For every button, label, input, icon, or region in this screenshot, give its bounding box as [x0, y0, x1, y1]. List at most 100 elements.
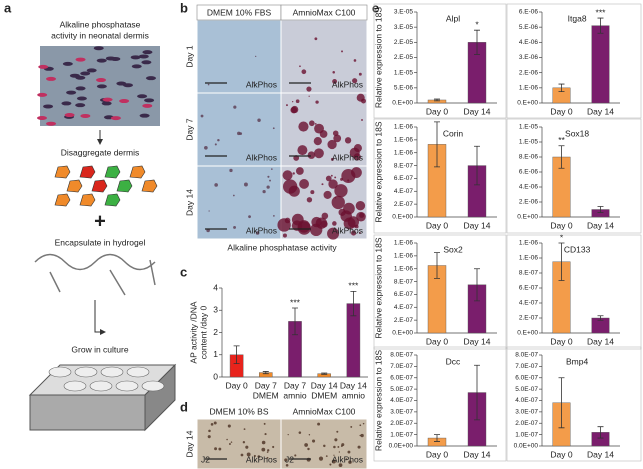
spot: [299, 179, 310, 189]
well: [63, 380, 87, 392]
y-tick-label: 6.E-07: [394, 291, 414, 298]
cell: [96, 78, 107, 83]
y-tick-label: 0.E+00: [517, 100, 538, 107]
error-bar: [434, 252, 440, 279]
y-tick-label: 6.E-07: [519, 285, 539, 292]
spot: [294, 454, 297, 457]
spot: [257, 455, 261, 458]
y-tick-label: 4.E-06: [519, 39, 539, 46]
y-tick-label: 1.E-05: [519, 139, 539, 146]
y-tick-label: 2.E-05: [394, 39, 414, 46]
y-tick-label: 7.0E-07: [390, 363, 413, 370]
x-tick-label: Day 0: [225, 380, 247, 390]
y-tick-label: 5.E-06: [519, 24, 539, 31]
x-tick-label: Day 14: [587, 106, 614, 116]
spot: [284, 458, 288, 462]
stain-label: AlkPhos: [332, 152, 363, 162]
spot: [242, 441, 246, 444]
y-tick-label: 4.E-07: [394, 188, 414, 195]
well: [89, 380, 113, 392]
spot: [210, 423, 214, 426]
y-tick-label: 0.0E+00: [514, 443, 539, 450]
cell: [137, 94, 148, 99]
y-tick-label: 6.0E-07: [515, 374, 538, 381]
spot: [347, 450, 351, 454]
spot: [321, 183, 324, 186]
y-tick-label: 5.E-06: [394, 85, 414, 92]
error-bar: [434, 121, 440, 168]
cell: [46, 76, 57, 81]
micrograph: [196, 19, 282, 94]
y-tick-label: 2.0E-07: [515, 420, 538, 427]
spot: [340, 177, 344, 181]
column-header: AmnioMax C100: [293, 406, 356, 416]
spot: [306, 457, 311, 462]
cell: [62, 61, 73, 66]
micrograph: [196, 92, 282, 167]
stain-label: AlkPhos: [332, 79, 363, 89]
spot: [337, 446, 340, 448]
error-bar: [558, 242, 565, 281]
spot: [298, 431, 302, 434]
spot: [299, 65, 301, 68]
y-tick-label: 4: [213, 282, 218, 292]
spot: [358, 231, 361, 234]
cell: [66, 90, 77, 95]
stain-label: AlkPhos: [332, 225, 363, 235]
spot: [272, 445, 275, 449]
y-tick-label: 2.0E-07: [390, 420, 413, 427]
cell: [101, 101, 112, 106]
micrograph-cells: [37, 46, 156, 126]
error-bar: [474, 29, 480, 55]
cell: [37, 115, 48, 120]
significance: **: [558, 135, 565, 145]
cell: [46, 121, 57, 126]
spot: [263, 422, 266, 425]
y-tick-label: 1.E-06: [394, 253, 414, 260]
spot: [245, 445, 249, 449]
chart-title: Sox2: [443, 244, 463, 254]
y-tick-label: 2.E-06: [519, 69, 539, 76]
x-tick-label: amnio: [283, 390, 306, 400]
chart-title: Itga8: [568, 13, 587, 23]
spot: [267, 449, 270, 452]
row-label: Day 14: [184, 189, 194, 216]
spot: [306, 197, 313, 203]
spot: [266, 451, 269, 453]
spot: [208, 429, 211, 433]
x-tick-label: DMEM: [311, 390, 337, 400]
spot: [359, 424, 362, 427]
error-bar: [597, 17, 604, 34]
error-bar: [434, 98, 440, 102]
spot: [358, 72, 362, 76]
stain-label: AlkPhos: [246, 152, 277, 162]
y-tick-label: 1.E-06: [394, 240, 414, 247]
spot: [301, 69, 307, 75]
x-tick-label: amnio: [342, 390, 365, 400]
spot: [338, 451, 341, 453]
step-label: Alkaline phosphatase: [60, 19, 141, 29]
spot: [304, 443, 308, 447]
y-tick-label: 0.E+00: [392, 100, 413, 107]
spot: [332, 70, 335, 74]
spot: [295, 99, 300, 104]
spot: [226, 438, 228, 441]
cell: [142, 50, 153, 55]
significance: ***: [596, 7, 607, 17]
cell: [37, 92, 48, 97]
cell: [122, 83, 133, 88]
cell-icon: [104, 193, 121, 207]
spot: [359, 212, 365, 218]
spot: [287, 433, 289, 436]
spot: [334, 184, 348, 198]
y-tick-label: 0.0E+00: [389, 443, 414, 450]
cell-line-label: J2: [201, 454, 210, 464]
spot: [341, 50, 344, 53]
y-tick-label: 8.E-07: [394, 278, 414, 285]
spot: [359, 434, 361, 437]
stain-label: AlkPhos: [246, 225, 277, 235]
spot: [327, 227, 340, 240]
spot: [325, 175, 332, 182]
spot: [341, 168, 356, 184]
row-label: Day 1: [184, 45, 194, 67]
